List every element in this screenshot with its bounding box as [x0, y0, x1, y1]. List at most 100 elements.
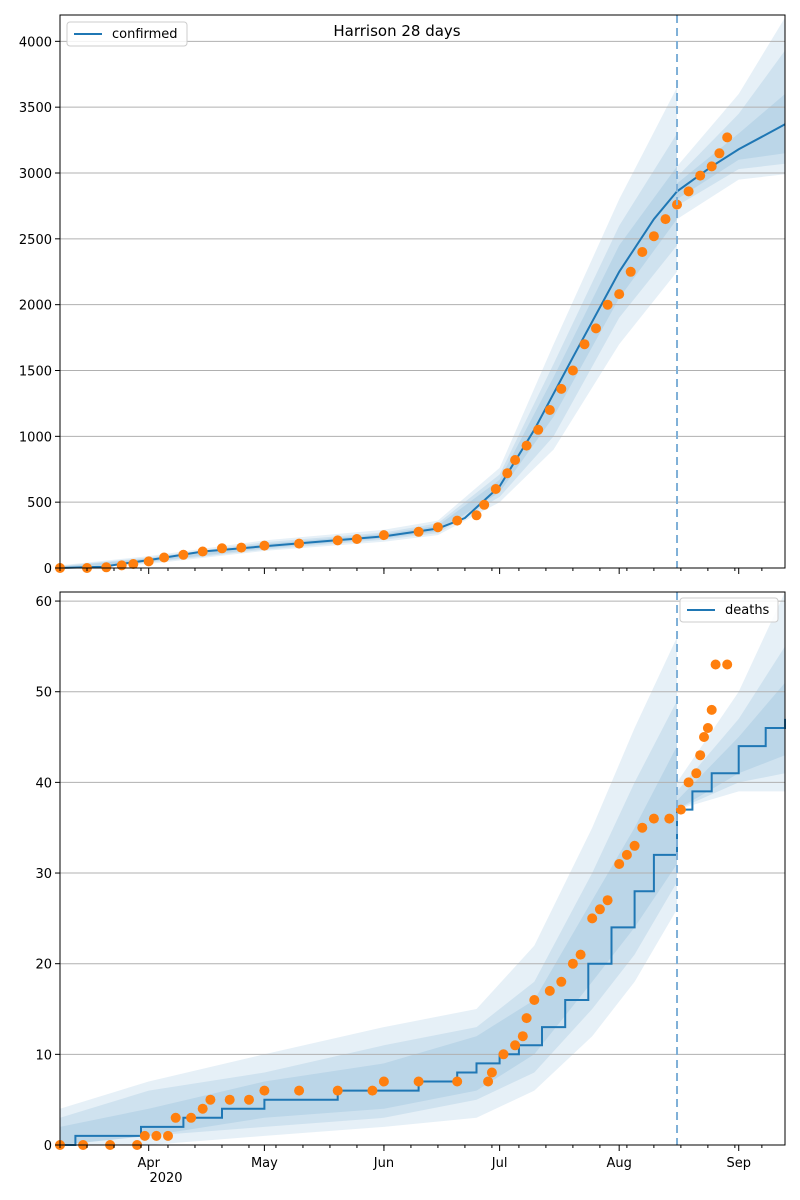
observed-point: [683, 186, 694, 197]
observed-point: [621, 849, 632, 860]
y-tick-label: 10: [35, 1048, 52, 1063]
observed-point: [706, 161, 717, 172]
legend-label-deaths: deaths: [725, 603, 770, 618]
x-tick-label: May: [251, 1156, 278, 1171]
observed-point: [637, 822, 648, 833]
observed-point: [224, 1094, 235, 1105]
observed-point: [510, 455, 521, 465]
y-tick-label: 0: [44, 562, 52, 577]
observed-point: [332, 1085, 343, 1096]
observed-point: [602, 895, 613, 906]
observed-point: [556, 383, 567, 394]
observed-point: [683, 777, 694, 788]
legend-confirmed: confirmed: [66, 21, 188, 47]
observed-point: [259, 1085, 270, 1096]
observed-point: [490, 484, 501, 494]
observed-point: [591, 323, 601, 334]
observed-point: [101, 562, 112, 573]
observed-point: [714, 148, 725, 159]
y-tick-label: 0: [44, 1139, 52, 1154]
y-tick-label: 3000: [19, 167, 52, 182]
observed-point: [205, 1094, 216, 1105]
x-tick-label: Jul: [491, 1156, 508, 1171]
observed-point: [699, 732, 709, 742]
observed-point: [594, 904, 605, 915]
observed-point: [567, 958, 578, 969]
observed-point: [151, 1130, 162, 1141]
observed-point: [706, 704, 717, 715]
observed-point: [529, 995, 540, 1005]
y-tick-label: 1000: [19, 430, 52, 445]
observed-point: [614, 859, 625, 869]
y-tick-label: 50: [35, 686, 52, 701]
observed-point: [483, 1076, 494, 1087]
observed-point: [544, 405, 555, 415]
observed-point: [664, 813, 675, 824]
observed-point: [691, 768, 702, 779]
y-tick-label: 2500: [19, 233, 52, 248]
observed-point: [452, 1076, 463, 1087]
observed-point: [413, 1076, 424, 1087]
observed-point: [367, 1085, 378, 1096]
observed-point: [579, 339, 590, 350]
observed-point: [648, 813, 659, 824]
observed-point: [259, 540, 270, 551]
y-tick-label: 1500: [19, 365, 52, 380]
observed-point: [170, 1112, 181, 1123]
uncertainty-band-inner: [60, 682, 785, 1145]
observed-point: [648, 231, 659, 242]
observed-point: [452, 515, 463, 526]
observed-point: [378, 1076, 389, 1087]
observed-point: [332, 535, 343, 546]
observed-point: [533, 424, 544, 435]
observed-point: [710, 659, 721, 670]
observed-point: [378, 530, 389, 541]
observed-point: [236, 542, 247, 553]
observed-point: [602, 299, 613, 310]
legend-deaths: deaths: [679, 597, 779, 623]
x-tick-label: Jun: [373, 1156, 394, 1171]
observed-point: [637, 247, 648, 257]
observed-point: [695, 750, 706, 761]
observed-point: [413, 526, 424, 537]
observed-point: [567, 365, 578, 376]
observed-point: [197, 546, 208, 557]
y-tick-label: 500: [27, 496, 52, 511]
observed-point: [471, 510, 482, 521]
observed-point: [486, 1067, 497, 1078]
observed-point: [294, 1085, 305, 1096]
observed-point: [163, 1130, 173, 1141]
observed-point: [614, 289, 625, 300]
observed-point: [629, 840, 640, 851]
observed-point: [660, 214, 671, 225]
observed-point: [244, 1094, 254, 1105]
observed-point: [702, 723, 713, 733]
observed-point: [722, 659, 733, 670]
observed-point: [625, 266, 636, 277]
observed-point: [521, 440, 532, 451]
observed-point: [521, 1013, 532, 1024]
observed-point: [575, 949, 586, 960]
observed-point: [675, 804, 686, 815]
observed-point: [544, 985, 555, 996]
chart-title: Harrison 28 days: [333, 22, 460, 40]
observed-point: [556, 976, 567, 987]
observed-point: [351, 534, 362, 544]
observed-point: [186, 1112, 197, 1123]
observed-point: [587, 913, 598, 924]
plot-frame: [59, 591, 786, 1146]
observed-point: [695, 170, 706, 181]
y-tick-label: 40: [35, 776, 52, 791]
y-tick-label: 20: [35, 958, 52, 973]
confirmed-chart: 0 500 1000 1500 2000 2500 3000 3500 4000 Harriso…: [19, 14, 786, 577]
observed-point: [498, 1049, 509, 1060]
observed-point: [294, 538, 305, 549]
y-tick-label: 3500: [19, 101, 52, 116]
observed-point: [502, 468, 513, 479]
y-tick-label: 4000: [19, 35, 52, 50]
observed-point: [143, 556, 154, 567]
legend-label-confirmed: confirmed: [112, 27, 178, 42]
observed-point: [479, 499, 490, 510]
observed-point: [139, 1130, 150, 1141]
